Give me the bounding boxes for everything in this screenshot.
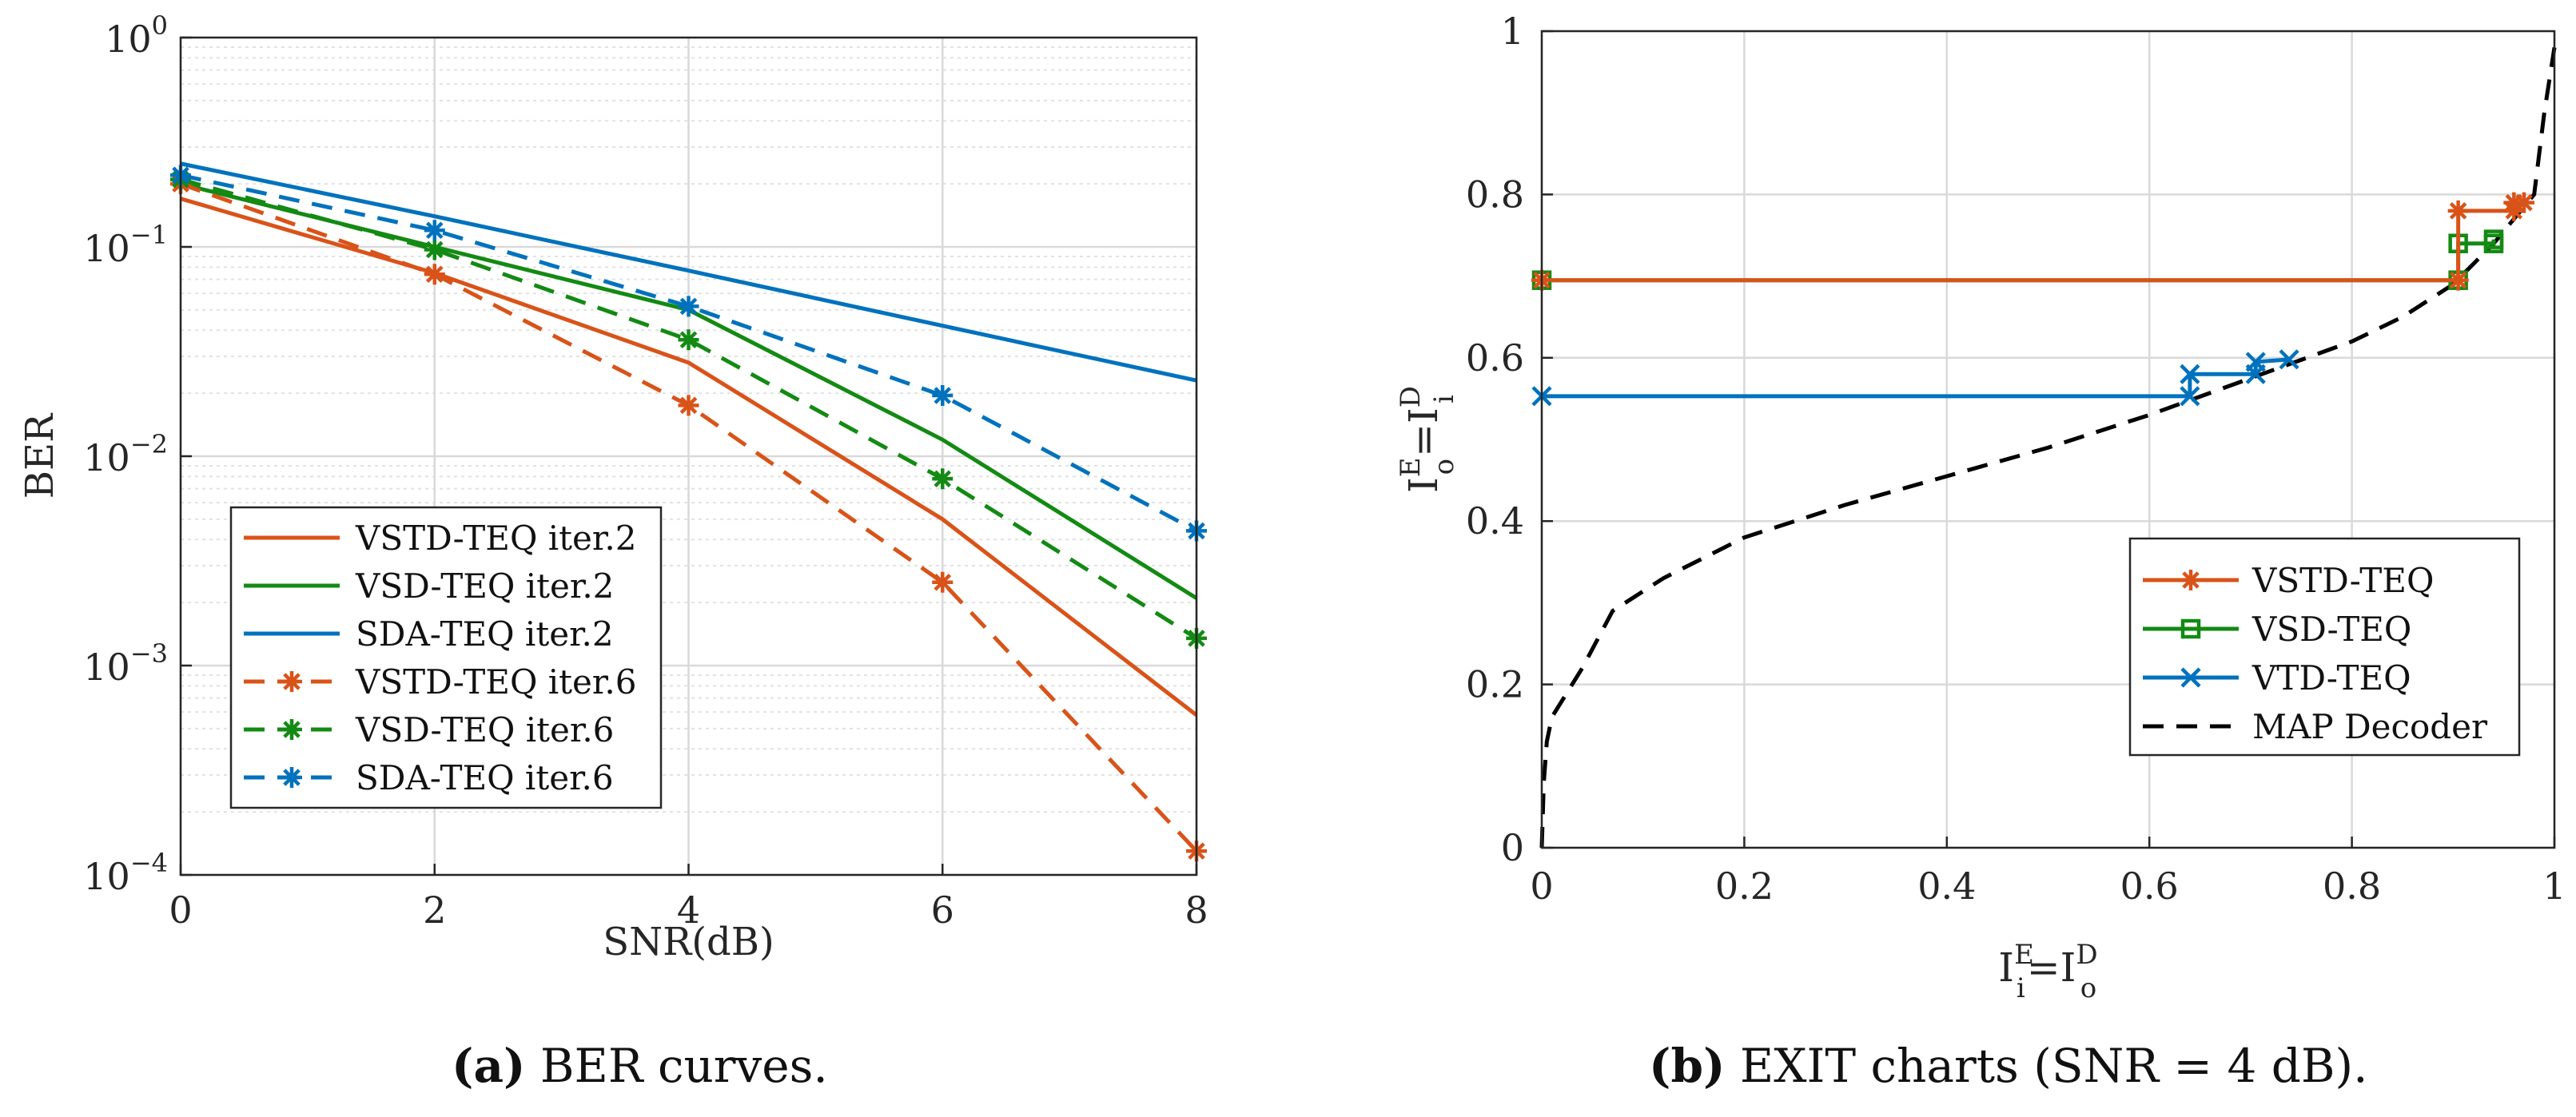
exit-legend-marker: [2180, 618, 2201, 639]
ber-point-4-2: [678, 329, 699, 351]
exit-legend-label: VSTD-TEQ: [2252, 561, 2434, 600]
ber-series-line-0: [180, 197, 1198, 717]
ber-x-axis-label: SNR(dB): [603, 920, 774, 964]
ber-series-line-2: [180, 161, 1197, 383]
ber-point-5-3: [932, 385, 954, 407]
ber-y-tick-label: 10−3: [83, 638, 168, 689]
caption-a: (a) BER curves.: [452, 1039, 828, 1093]
exit-x-tick-label: 0.6: [2120, 865, 2179, 908]
exit-point-0-1: [2447, 269, 2469, 291]
exit-x-tick-label: 0: [1530, 865, 1553, 908]
exit-legend-label: VSD-TEQ: [2252, 610, 2411, 649]
ber-x-tick-label: 6: [931, 888, 954, 932]
ber-legend-marker: [281, 767, 302, 788]
ber-legend: VSTD-TEQ iter.2 VSD-TEQ iter.2 SDA-TEQ ite…: [229, 506, 663, 809]
exit-y-tick-label: 0.8: [1466, 173, 1524, 216]
ber-series-line-5: [180, 173, 1198, 533]
ber-point-3-2: [678, 395, 699, 416]
ber-point-4-1: [424, 239, 445, 260]
ber-x-tick-label: 0: [169, 888, 192, 932]
ber-legend-entry: VSTD-TEQ iter.6: [244, 662, 636, 702]
exit-y-tick-label: 1: [1501, 10, 1524, 53]
exit-x-tick-label: 0.2: [1715, 865, 1774, 908]
exit-x-tick-label: 0.4: [1917, 865, 1976, 908]
ber-x-tick-label: 8: [1184, 888, 1208, 932]
exit-legend-marker: [2180, 570, 2201, 590]
ber-legend-marker: [281, 719, 302, 740]
ber-series: [170, 161, 1207, 862]
ber-point-3-1: [424, 264, 445, 285]
exit-legend-label: VTD-TEQ: [2252, 658, 2411, 698]
ber-point-5-1: [424, 220, 445, 241]
ber-point-5-2: [678, 296, 699, 317]
exit-y-axis-label: IEo=IDi: [1395, 386, 1460, 493]
exit-y-tick-label: 0.6: [1466, 336, 1524, 380]
ber-y-axis-label: BER: [18, 412, 62, 499]
caption-b: (b) EXIT charts (SNR = 4 dB).: [1649, 1039, 2368, 1093]
exit-point-2-2: [2180, 364, 2200, 384]
exit-legend-entry: VSTD-TEQ: [2143, 561, 2434, 600]
ber-x-tick-label: 2: [423, 888, 446, 932]
exit-point-2-4: [2245, 352, 2266, 372]
ber-y-tick-label: 10−4: [83, 848, 168, 898]
exit-series-line-2: [1542, 357, 2290, 399]
ber-legend-entry: VSD-TEQ iter.2: [244, 566, 614, 606]
caption-a-label: (a): [452, 1039, 526, 1093]
caption-a-text: BER curves.: [539, 1039, 828, 1093]
ber-y-tick-label: 10−1: [83, 220, 168, 270]
ber-y-tick-label: 10−2: [83, 429, 168, 479]
exit-x-axis-label: IE i=ID o: [1998, 939, 2097, 1004]
exit-point-2-5: [2279, 349, 2299, 370]
exit-y-tick-label: 0.4: [1466, 499, 1524, 543]
ber-legend-marker: [281, 671, 302, 692]
ber-legend-label: SDA-TEQ iter.6: [356, 758, 614, 797]
ber-point-3-3: [932, 571, 954, 593]
exit-legend: VSTD-TEQ VSD-TEQ VTD-TEQ MAP Decoder: [2128, 537, 2521, 757]
exit-legend-label: MAP Decoder: [2252, 707, 2488, 746]
exit-y-tick-label: 0.2: [1466, 663, 1524, 706]
caption-b-text: EXIT charts (SNR = 4 dB).: [1739, 1039, 2368, 1093]
exit-point-0-2: [2447, 200, 2469, 221]
exit-x-tick-label: 0.8: [2323, 865, 2381, 908]
ber-legend-entry: SDA-TEQ iter.2: [244, 614, 614, 654]
ber-legend-entry: SDA-TEQ iter.6: [244, 758, 614, 797]
ber-x-tick-label: 4: [677, 888, 700, 932]
ber-legend-entry: VSD-TEQ iter.6: [244, 710, 614, 749]
ber-legend-entry: VSTD-TEQ iter.2: [244, 519, 636, 558]
exit-legend-entry: VTD-TEQ: [2143, 658, 2411, 698]
exit-point-2-1: [2180, 386, 2200, 407]
exit-point-0-5: [2513, 192, 2534, 213]
ber-chart: 0 2 4 6 8 100 10−1 10−2 10−3 10−4 SNR(dB) BER VSTD-T…: [18, 10, 1208, 964]
exit-y-tick-label: 0: [1501, 826, 1524, 869]
ber-series-line-4: [180, 177, 1198, 640]
ber-legend-label: VSTD-TEQ iter.6: [355, 662, 636, 702]
exit-legend-entry: MAP Decoder: [2143, 707, 2488, 746]
exit-chart: 0 0.2 0.4 0.6 0.8 1 0 0.2 0.4 0.6 0.8 1 IE i=ID o IEo=I…: [1395, 10, 2566, 1004]
ber-legend-label: VSTD-TEQ iter.2: [355, 519, 636, 558]
exit-axes-box: [1540, 30, 2556, 849]
exit-legend-marker: [2180, 667, 2201, 688]
ber-legend-label: SDA-TEQ iter.2: [356, 614, 614, 654]
ber-point-4-3: [932, 468, 954, 490]
caption-b-label: (b): [1649, 1039, 1726, 1093]
exit-point-1-4: [2483, 229, 2504, 249]
exit-legend-entry: VSD-TEQ: [2143, 610, 2411, 649]
ber-legend-box: [229, 506, 663, 809]
ber-y-tick-label: 100: [105, 10, 168, 61]
ber-legend-label: VSD-TEQ iter.2: [355, 566, 614, 606]
exit-x-tick-label: 1: [2542, 865, 2566, 908]
ber-legend-label: VSD-TEQ iter.6: [355, 710, 614, 749]
exit-series: [1531, 47, 2557, 849]
